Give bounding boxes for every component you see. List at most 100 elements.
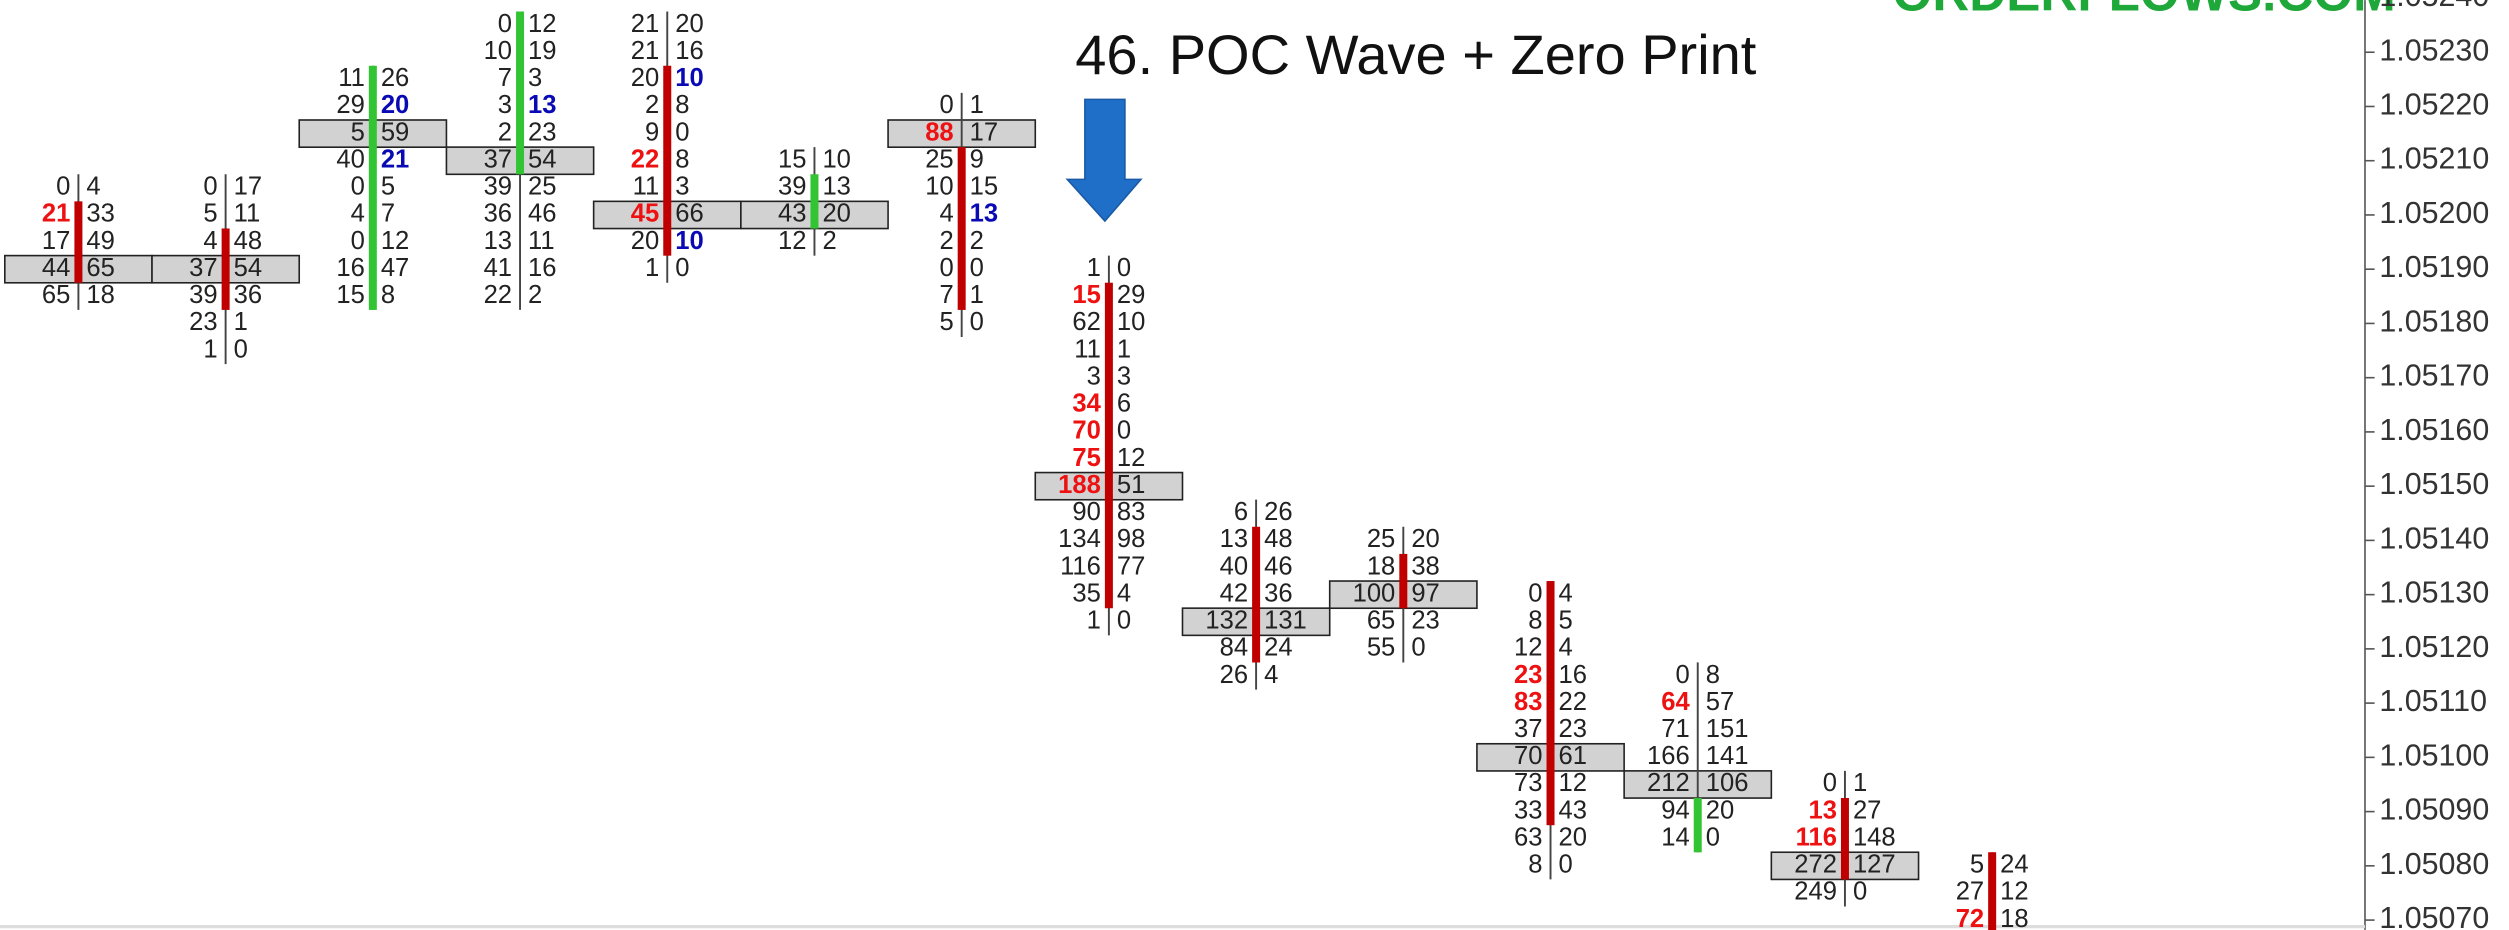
bid-volume: 1	[1087, 254, 1101, 282]
ask-volume: 9	[970, 145, 984, 173]
ask-volume: 1	[1853, 769, 1867, 797]
bid-volume: 36	[484, 200, 512, 228]
y-tick-label: 1.05180	[2379, 304, 2489, 338]
ask-volume: 26	[381, 64, 409, 92]
bid-volume: 3	[498, 91, 512, 119]
ask-volume: 23	[1559, 715, 1587, 743]
bid-volume: 0	[939, 91, 953, 119]
bid-volume: 5	[351, 118, 365, 146]
bid-volume: 0	[939, 254, 953, 282]
footprint-column: 5 24 27 12 72 18	[1956, 851, 2029, 930]
chart-title: 46. POC Wave + Zero Print	[1075, 23, 1756, 86]
y-tick-label: 1.05120	[2379, 630, 2489, 664]
ask-volume: 8	[1706, 661, 1720, 689]
ask-volume: 1	[1117, 335, 1131, 363]
bid-volume: 0	[1528, 579, 1542, 607]
bid-volume: 37	[189, 254, 217, 282]
bid-volume: 3	[1087, 362, 1101, 390]
candle-body	[1693, 797, 1702, 853]
bid-volume: 21	[631, 10, 659, 38]
logo: ORDERFLOWS.COM	[1893, 0, 2396, 21]
ask-volume: 0	[675, 254, 689, 282]
bid-volume: 72	[1956, 905, 1984, 930]
ask-volume: 48	[234, 227, 262, 255]
ask-volume: 23	[1411, 607, 1439, 635]
ask-volume: 0	[1411, 634, 1425, 662]
ask-volume: 17	[970, 118, 998, 146]
ask-volume: 66	[675, 200, 703, 228]
bid-volume: 2	[498, 118, 512, 146]
ask-volume: 36	[234, 281, 262, 309]
y-tick-label: 1.05160	[2379, 413, 2489, 447]
bid-volume: 39	[778, 173, 806, 201]
bid-volume: 4	[203, 227, 217, 255]
ask-volume: 0	[970, 308, 984, 336]
bid-volume: 37	[1514, 715, 1542, 743]
ask-volume: 10	[1117, 308, 1145, 336]
ask-volume: 2	[822, 227, 836, 255]
bid-volume: 17	[42, 227, 70, 255]
ask-volume: 12	[528, 10, 556, 38]
ask-volume: 7	[381, 200, 395, 228]
ask-volume: 127	[1853, 851, 1896, 879]
bid-volume: 83	[1514, 688, 1542, 716]
ask-volume: 0	[675, 118, 689, 146]
y-tick-label: 1.05130	[2379, 576, 2489, 610]
bid-volume: 0	[203, 173, 217, 201]
ask-volume: 20	[1559, 823, 1587, 851]
ask-volume: 20	[675, 10, 703, 38]
bid-volume: 5	[203, 200, 217, 228]
bid-volume: 1	[645, 254, 659, 282]
ask-volume: 46	[528, 200, 556, 228]
ask-volume: 13	[528, 91, 556, 119]
bid-volume: 55	[1367, 634, 1395, 662]
ask-volume: 3	[675, 173, 689, 201]
bid-volume: 26	[1220, 661, 1248, 689]
ask-volume: 106	[1706, 769, 1749, 797]
bid-volume: 212	[1647, 769, 1690, 797]
y-tick-label: 1.05220	[2379, 88, 2489, 122]
bid-volume: 100	[1353, 579, 1396, 607]
ask-volume: 11	[234, 200, 261, 228]
arrow	[1065, 98, 1143, 223]
bid-volume: 12	[1514, 634, 1542, 662]
ask-volume: 12	[1117, 444, 1145, 472]
ask-volume: 43	[1559, 796, 1587, 824]
candle-body	[810, 174, 819, 229]
ask-volume: 4	[1264, 661, 1278, 689]
ask-volume: 8	[675, 91, 689, 119]
ask-volume: 18	[86, 281, 114, 309]
footprint-column: 25 20 18 38 100 97 65 23 55 0	[1328, 525, 1478, 663]
bid-volume: 166	[1647, 742, 1690, 770]
ask-volume: 65	[86, 254, 114, 282]
y-tick-label: 1.05240	[2379, 0, 2489, 13]
ask-volume: 1	[234, 308, 248, 336]
bid-volume: 7	[498, 64, 512, 92]
bid-volume: 40	[1220, 552, 1248, 580]
ask-volume: 49	[86, 227, 114, 255]
bid-volume: 73	[1514, 769, 1542, 797]
bid-volume: 90	[1072, 498, 1100, 526]
bid-volume: 41	[484, 254, 512, 282]
bid-volume: 11	[633, 173, 660, 201]
ask-volume: 0	[1117, 607, 1131, 635]
bid-volume: 34	[1072, 390, 1101, 418]
ask-volume: 61	[1559, 742, 1587, 770]
ask-volume: 29	[1117, 281, 1145, 309]
ask-volume: 151	[1706, 715, 1749, 743]
ask-volume: 0	[234, 335, 248, 363]
bid-volume: 65	[1367, 607, 1395, 635]
candle-body	[957, 147, 966, 310]
bid-volume: 0	[351, 227, 365, 255]
bid-volume: 272	[1794, 851, 1837, 879]
bid-volume: 15	[1072, 281, 1100, 309]
bid-volume: 33	[1514, 796, 1542, 824]
y-tick-label: 1.05170	[2379, 359, 2489, 393]
ask-volume: 5	[1559, 607, 1573, 635]
ask-volume: 4	[1117, 579, 1131, 607]
ask-volume: 98	[1117, 525, 1145, 553]
ask-volume: 47	[381, 254, 409, 282]
bid-volume: 20	[631, 64, 659, 92]
